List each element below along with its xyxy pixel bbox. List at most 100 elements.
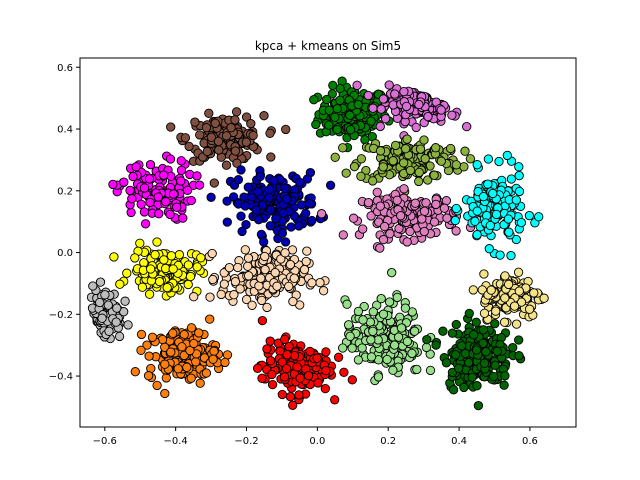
data-point [303,370,314,381]
data-point [500,271,510,281]
data-point [280,248,290,258]
y-axis: −0.4 −0.2 0.0 0.2 0.4 0.6 [49,63,80,383]
data-point [185,345,195,356]
data-point [257,373,267,383]
data-point [332,124,342,135]
data-point [462,121,472,132]
data-point [468,285,478,295]
data-point [292,362,302,372]
data-point [513,267,524,277]
data-point [216,289,226,300]
data-point [248,130,258,141]
data-point [165,209,175,220]
data-point [447,367,458,378]
data-point [384,297,395,307]
data-point [176,176,186,186]
data-point [447,328,458,338]
data-point [488,188,498,199]
y-tick-label: 0.0 [57,248,73,259]
data-point [130,367,140,377]
data-point [184,141,194,152]
data-point [311,119,321,130]
data-point [500,371,510,381]
data-point [267,369,277,380]
data-point [376,104,386,114]
data-point [321,347,331,357]
data-point [368,103,378,113]
data-point [108,179,118,190]
data-point [459,162,469,172]
data-point [231,107,242,117]
data-point [221,160,232,170]
data-point [402,336,413,347]
data-point [328,80,338,91]
data-point [494,156,504,167]
data-point [472,160,482,170]
data-point [436,105,446,115]
data-point [389,340,400,350]
data-point [208,354,218,364]
data-point [192,262,202,272]
data-point [136,199,146,209]
data-point [353,306,364,317]
data-point [315,277,325,288]
data-point [524,210,535,221]
data-point [254,281,264,291]
data-point [189,338,199,349]
data-point [207,248,217,259]
data-point [489,371,499,382]
data-point [318,286,329,296]
data-point [159,170,169,180]
data-point [276,254,286,264]
data-point [330,152,340,162]
data-point [368,176,378,186]
data-point [409,326,420,336]
data-point [142,340,152,350]
data-point [224,262,235,273]
data-point [421,198,431,208]
data-point [502,150,512,161]
data-point [460,348,470,359]
data-point [182,185,193,195]
data-point [144,351,154,361]
data-point [302,246,312,256]
data-point [423,111,433,122]
data-point [343,320,354,330]
data-point [405,165,416,176]
data-point [414,99,424,110]
data-point [183,260,194,270]
data-point [195,130,205,140]
data-point [464,308,474,319]
data-point [115,279,125,289]
y-tick-label: 0.2 [57,186,73,197]
data-point [153,192,163,202]
cluster-11 [86,277,133,344]
data-point [514,335,524,345]
data-point [500,293,510,303]
data-point [243,261,253,271]
data-point [400,144,411,154]
data-points [86,76,549,411]
data-point [205,292,215,302]
chart-title: kpca + kmeans on Sim5 [255,39,401,53]
data-point [154,209,164,219]
cluster-2 [166,107,291,188]
data-point [262,302,272,313]
data-point [479,308,490,318]
data-point [483,154,494,164]
data-point [208,274,218,285]
data-point [375,201,385,211]
data-point [472,230,482,240]
data-point [338,143,348,153]
x-tick-label: 0.0 [309,436,325,447]
data-point [356,154,367,164]
data-point [280,237,291,247]
data-point [419,226,429,237]
data-point [378,94,389,104]
data-point [499,317,510,327]
data-point [194,328,204,338]
cluster-13 [252,315,357,410]
data-point [265,355,276,366]
cluster-10 [468,267,549,329]
data-point [420,154,430,164]
